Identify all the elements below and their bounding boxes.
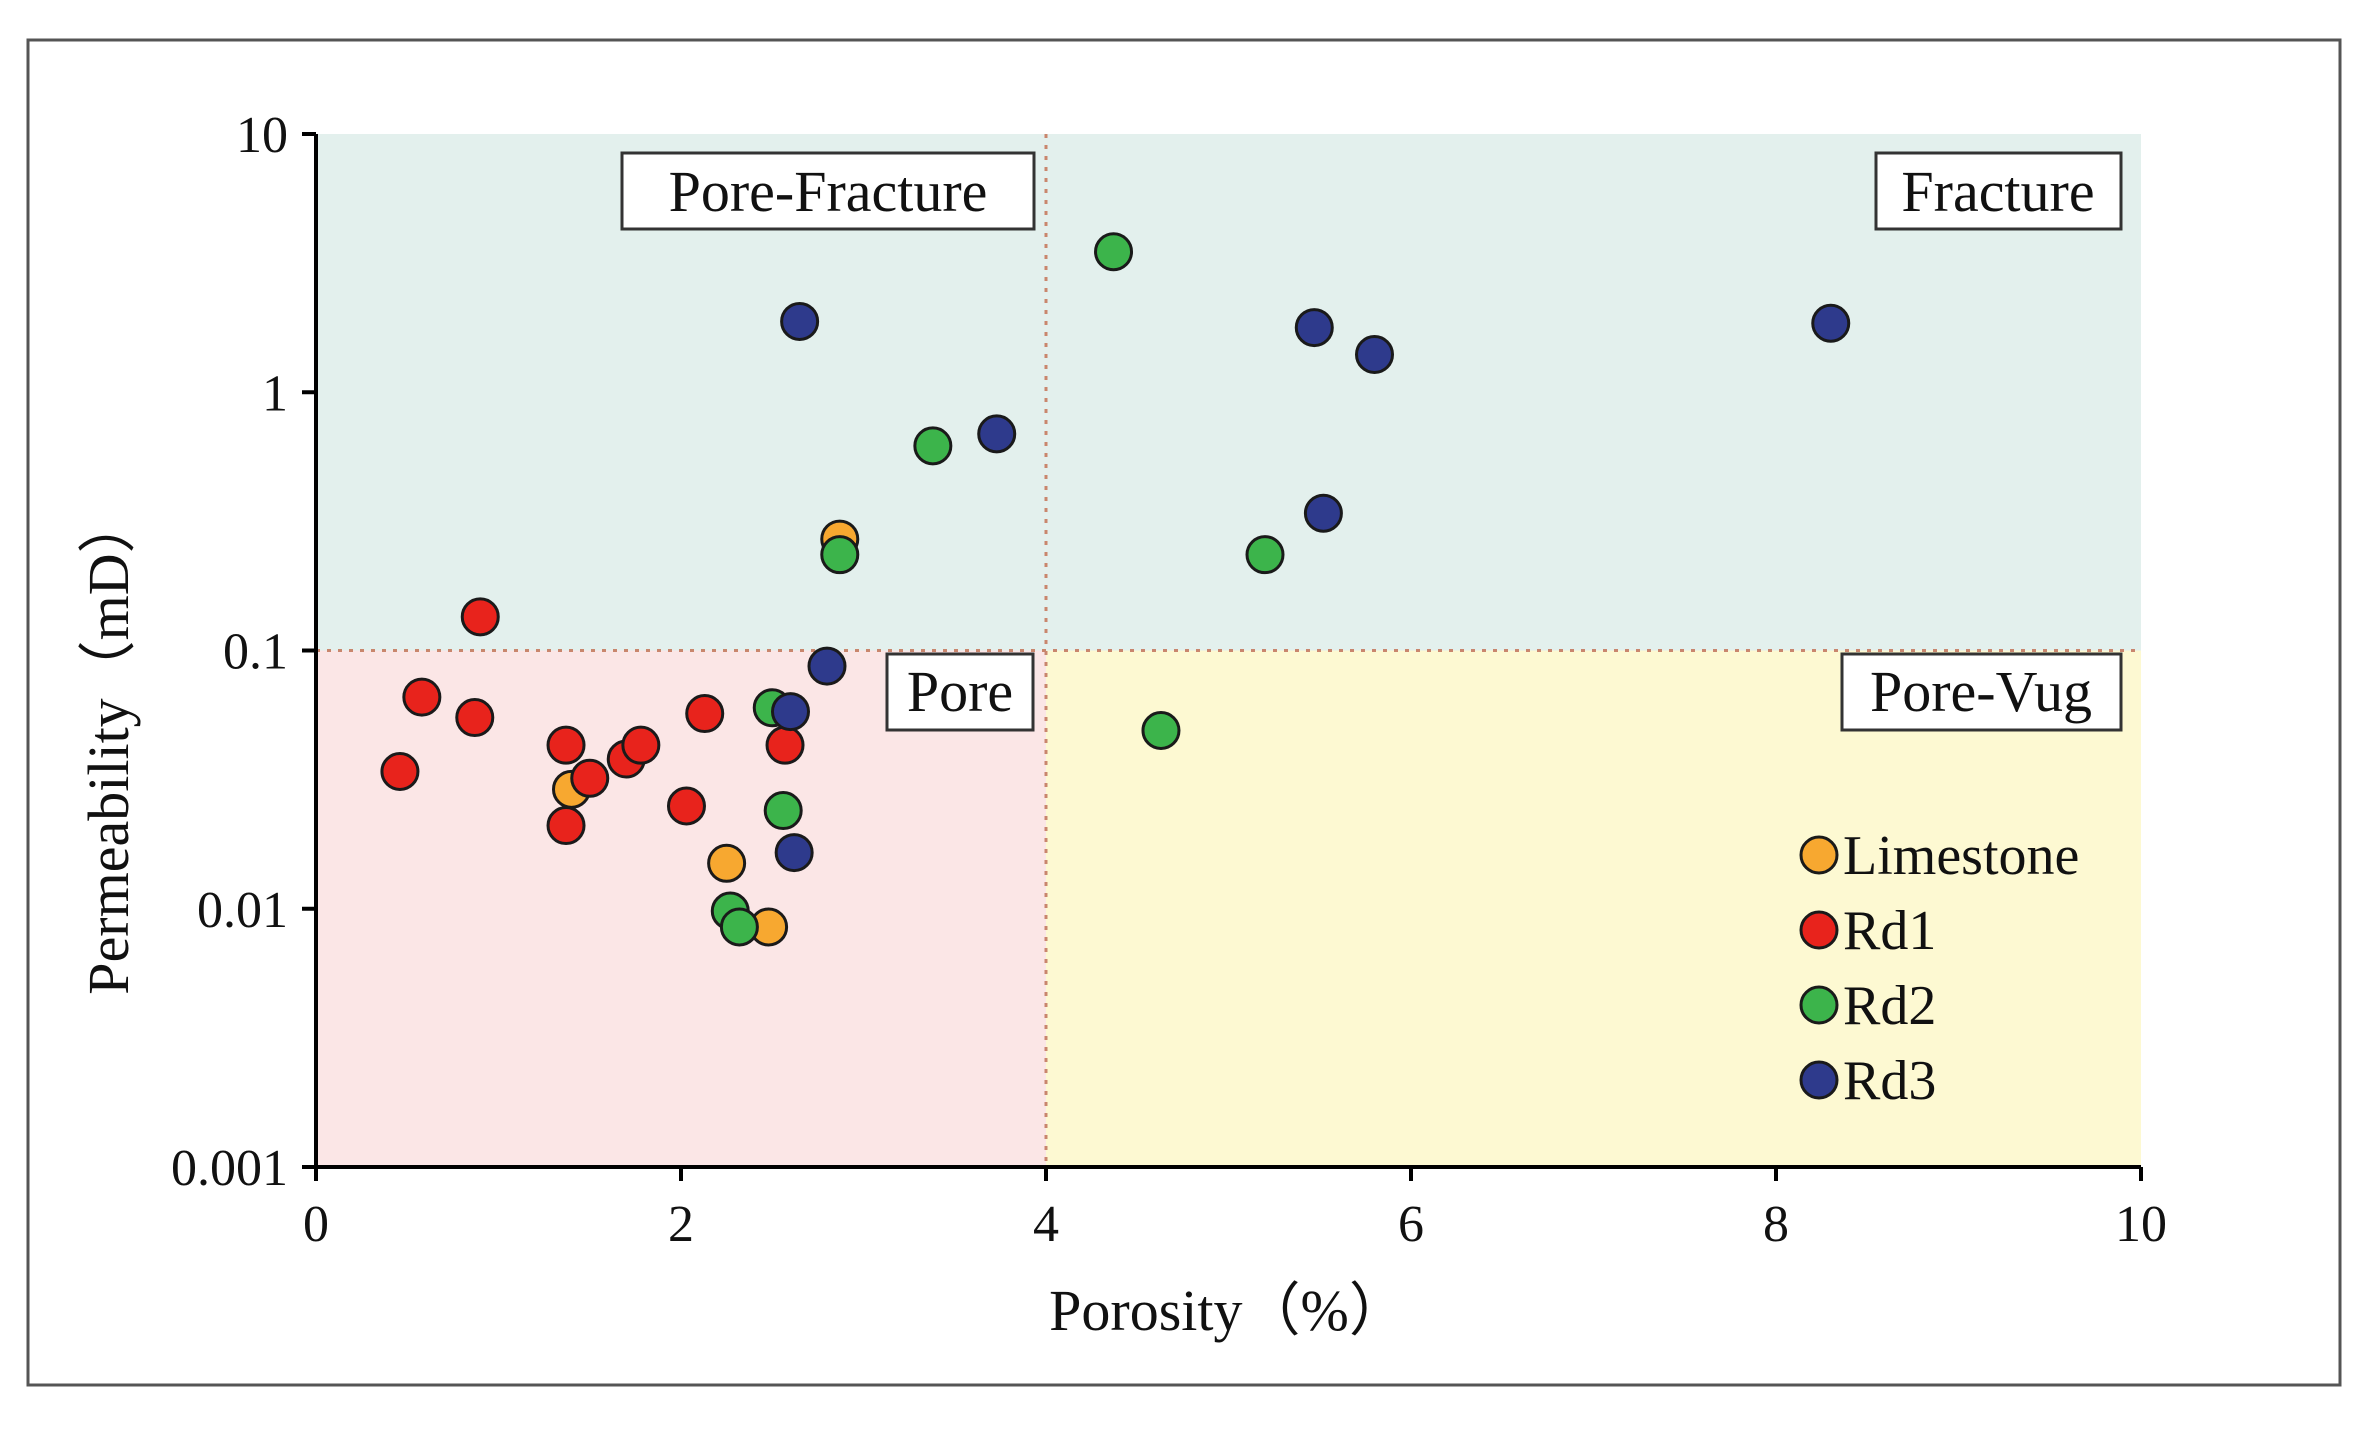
x-tick-label: 0 [303, 1196, 329, 1253]
point-rd2 [719, 907, 759, 947]
point-rd1 [460, 597, 500, 637]
svg-text:Pore-Fracture: Pore-Fracture [669, 159, 988, 224]
legend-label-rd2: Rd2 [1843, 975, 1936, 1037]
point-rd3 [807, 646, 847, 686]
legend-label-limestone: Limestone [1843, 825, 2079, 887]
x-tick-label: 6 [1398, 1196, 1424, 1253]
x-ticks: 0 2 4 6 8 10 [303, 1167, 2167, 1253]
point-rd3 [1294, 308, 1334, 348]
svg-text:Fracture: Fracture [1901, 159, 2094, 224]
threshold-dividers [316, 134, 2141, 1167]
point-rd1 [380, 751, 420, 791]
svg-text:Pore-Vug: Pore-Vug [1870, 659, 2092, 724]
point-rd1 [455, 698, 495, 738]
point-rd3 [1355, 335, 1394, 375]
point-rd1 [546, 806, 586, 846]
point-rd3 [780, 301, 820, 341]
point-rd2 [1141, 711, 1181, 751]
legend-marker-rd3 [1799, 1060, 1839, 1100]
legend: Limestone Rd1 Rd2 Rd3 [1799, 825, 2079, 1112]
point-rd2 [1094, 232, 1134, 272]
point-rd1 [621, 725, 661, 765]
point-rd3 [1303, 493, 1343, 533]
point-rd3 [977, 414, 1017, 454]
x-tick-label: 4 [1033, 1196, 1059, 1253]
y-ticks: 0.001 0.01 0.1 1 10 [171, 107, 316, 1197]
point-rd2 [820, 535, 860, 575]
point-rd2 [913, 426, 953, 466]
legend-label-rd1: Rd1 [1843, 900, 1936, 962]
svg-text:Pore: Pore [907, 659, 1013, 724]
point-rd1 [666, 786, 706, 826]
point-rd2 [763, 791, 803, 831]
y-tick-label: 0.1 [223, 624, 288, 681]
data-points [380, 232, 1851, 947]
point-rd1 [685, 694, 725, 734]
y-axis-label: Permeability（mD） [76, 495, 141, 994]
point-rd3 [774, 833, 814, 873]
x-tick-label: 10 [2115, 1196, 2167, 1253]
zone-label-pore-fracture: Pore-Fracture [620, 151, 1036, 231]
y-tick-label: 0.001 [171, 1140, 288, 1197]
point-rd3 [1811, 303, 1851, 343]
point-rd1 [570, 758, 610, 798]
zone-pore-vug [1046, 650, 2141, 1167]
zone-label-pore: Pore [885, 652, 1035, 732]
y-tick-label: 10 [236, 107, 288, 164]
legend-marker-rd1 [1799, 910, 1839, 950]
legend-label-rd3: Rd3 [1843, 1050, 1936, 1112]
point-rd1 [546, 725, 586, 765]
point-rd1 [765, 725, 805, 765]
legend-marker-rd2 [1799, 985, 1839, 1025]
point-rd1 [402, 677, 442, 717]
zone-label-fracture: Fracture [1874, 151, 2123, 231]
zone-label-pore-vug: Pore-Vug [1840, 652, 2123, 732]
x-tick-label: 2 [668, 1196, 694, 1253]
point-rd2 [1245, 535, 1285, 575]
x-tick-label: 8 [1763, 1196, 1789, 1253]
y-tick-label: 0.01 [197, 882, 288, 939]
y-tick-label: 1 [262, 365, 288, 422]
x-axis-label: Porosity（%） [1049, 1278, 1407, 1343]
legend-marker-limestone [1799, 835, 1839, 875]
point-rd3 [771, 692, 810, 732]
point-limestone [707, 843, 747, 883]
zone-pore [316, 650, 1046, 1167]
